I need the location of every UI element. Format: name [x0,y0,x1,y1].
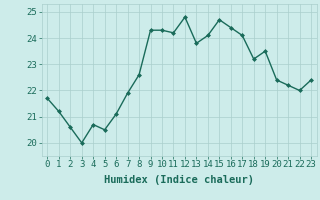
X-axis label: Humidex (Indice chaleur): Humidex (Indice chaleur) [104,175,254,185]
